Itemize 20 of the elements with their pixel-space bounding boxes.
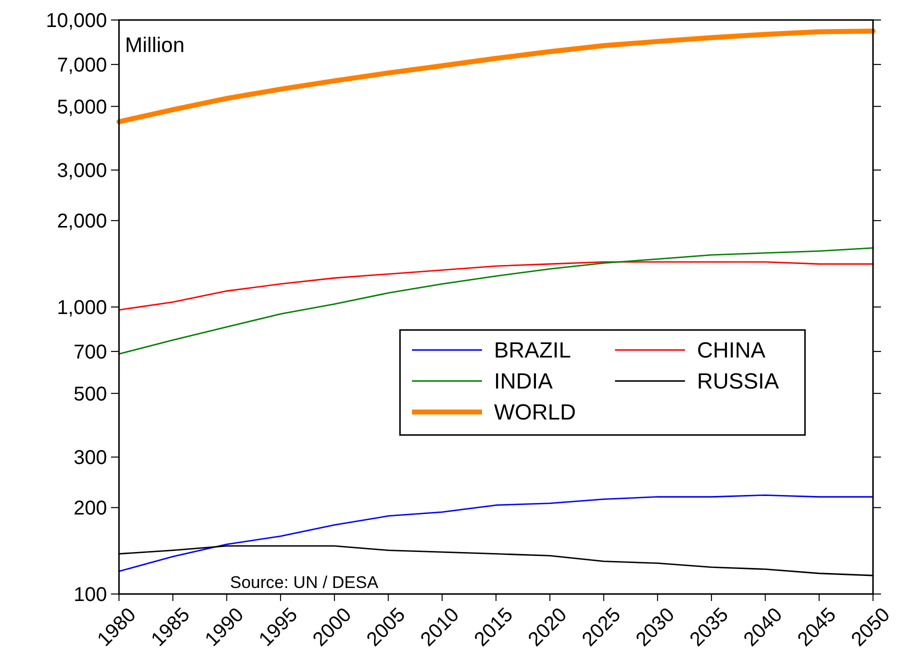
annotation: Source: UN / DESA [230,573,379,592]
y-tick-label: 3,000 [56,160,107,182]
legend-label: CHINA [697,338,766,363]
y-tick-label: 500 [74,383,107,406]
y-tick-label: 1,000 [56,297,107,319]
line-series [118,261,874,311]
y-tick-label: 2,000 [56,210,107,233]
y-tick-label: 300 [74,447,107,470]
y-tick-label: 7,000 [56,54,107,76]
legend-label: BRAZIL [494,338,572,363]
legend-label: WORLD [494,400,576,425]
y-tick-label: 5,000 [56,96,107,118]
y-tick-label: 10,000 [46,10,107,32]
y-tick-label: 100 [74,584,107,606]
annotation: Million [125,34,185,57]
legend-label: RUSSIA [697,368,780,394]
y-tick-label: 700 [74,341,107,364]
y-tick-label: 200 [74,498,107,520]
legend-label: INDIA [494,368,553,394]
line-series [118,494,874,572]
